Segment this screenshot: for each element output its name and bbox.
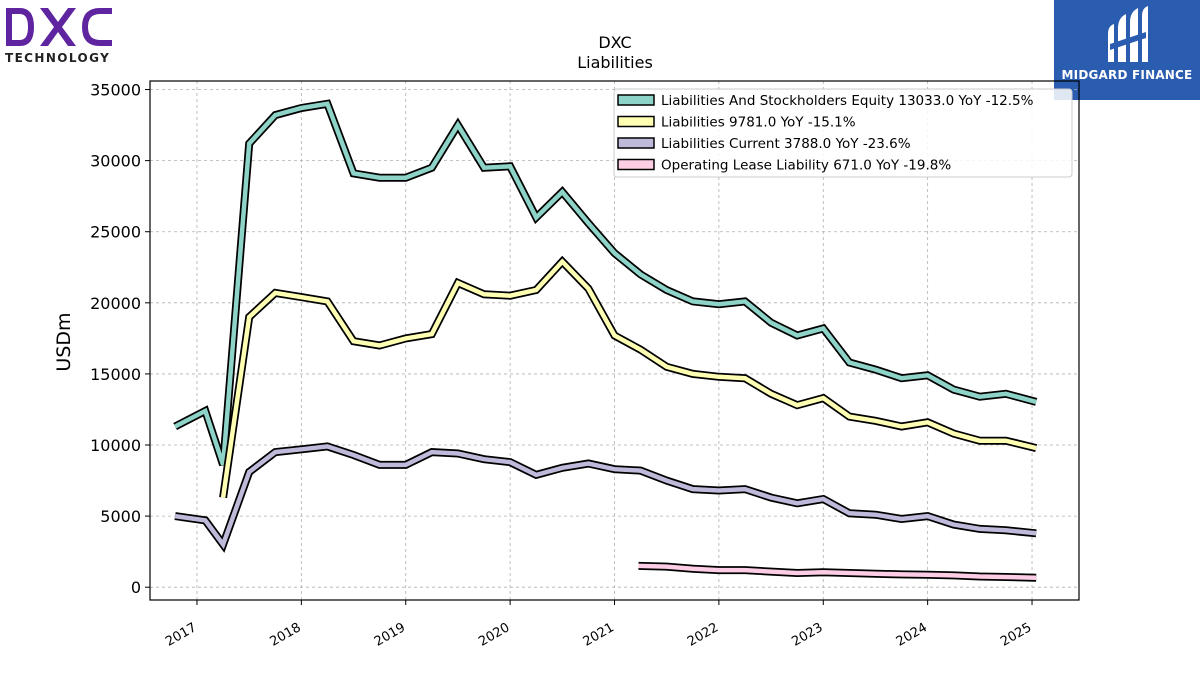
y-tick-label: 30000 [90,152,141,171]
legend-entry-label: Liabilities 9781.0 YoY -15.1% [661,115,856,131]
midgard-logo-text: MIDGARD FINANCE [1061,68,1193,82]
x-tick-label: 2019 [372,620,408,650]
series-outline-liabilities-current [174,442,1037,553]
x-tick-label: 2024 [894,620,930,650]
legend: Liabilities And Stockholders Equity 1303… [613,88,1073,178]
legend-box [613,88,1073,178]
x-tick-label: 2017 [163,620,199,650]
y-tick-label: 20000 [90,294,141,313]
series-line-liabilities-and-stockholders-equity [174,101,1037,466]
y-axis-label: USDm [53,312,75,371]
series-lines [173,99,1038,582]
x-tick-label: 2025 [998,620,1034,650]
x-tick-label: 2018 [268,620,304,650]
chart-subtitle: Liabilities [577,53,653,72]
midgard-emblem-icon [1108,6,1148,62]
legend-swatch [617,158,655,171]
x-tick-label: 2020 [476,620,512,650]
y-tick-label: 15000 [90,365,141,384]
chart-title: DXC [598,33,631,52]
series-line-liabilities-current [174,444,1037,550]
dxc-technology-logo: TECHNOLOGY [0,0,130,70]
legend-entry-label: Operating Lease Liability 671.0 YoY -19.… [661,158,951,174]
legend-swatch [617,94,655,106]
y-tick-label: 0 [131,578,141,597]
legend-swatch [617,137,655,149]
x-tick-label: 2022 [685,620,721,650]
series-line-liabilities [220,258,1037,498]
legend-entry-label: Liabilities And Stockholders Equity 1303… [661,93,1034,109]
dxc-wordmark-icon [6,8,112,46]
y-tick-label: 5000 [100,507,141,526]
series-line-operating-lease-liability [638,563,1037,580]
x-tick-label: 2023 [789,620,825,650]
legend-entry-label: Liabilities Current 3788.0 YoY -23.6% [661,136,911,152]
legend-swatch [617,115,655,128]
y-tick-label: 25000 [90,223,141,242]
x-tick-label: 2021 [581,620,617,650]
y-tick-label: 10000 [90,436,141,455]
dxc-logo-subtitle: TECHNOLOGY [5,51,111,65]
midgard-finance-logo: MIDGARD FINANCE [1054,0,1200,100]
y-tick-label: 35000 [90,81,141,100]
